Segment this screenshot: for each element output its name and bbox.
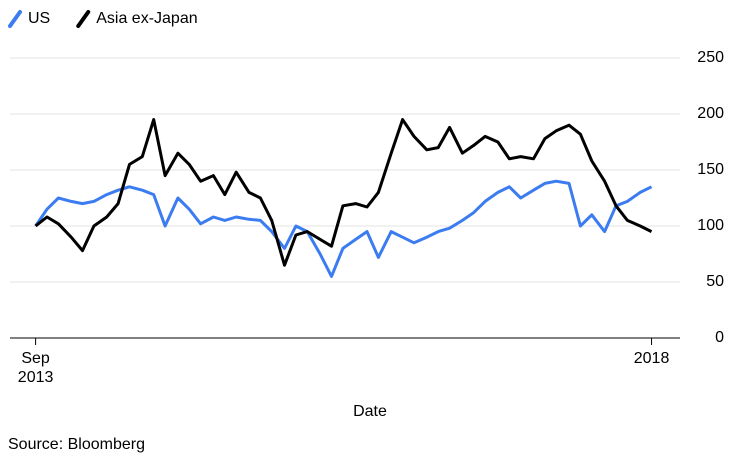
y-tick-label: 0 [715, 329, 724, 346]
y-tick-label: 150 [697, 161, 724, 178]
y-tick-label: 50 [706, 273, 724, 290]
legend-swatch [8, 10, 22, 28]
line-series [34, 179, 653, 278]
source: Source: Bloomberg [8, 436, 145, 453]
legend-label: Asia ex-Japan [96, 10, 197, 27]
legend-label: US [28, 10, 50, 27]
x-tick-label: Sep 2013 [17, 350, 54, 386]
y-tick-label: 200 [697, 105, 724, 122]
y-tick-label: 250 [697, 49, 724, 66]
x-tick-label: 2018 [633, 350, 670, 367]
y-tick-label: 100 [697, 217, 724, 234]
line-series [34, 118, 653, 267]
legend-swatch [76, 10, 91, 28]
x-axis-label: Date [353, 403, 387, 420]
